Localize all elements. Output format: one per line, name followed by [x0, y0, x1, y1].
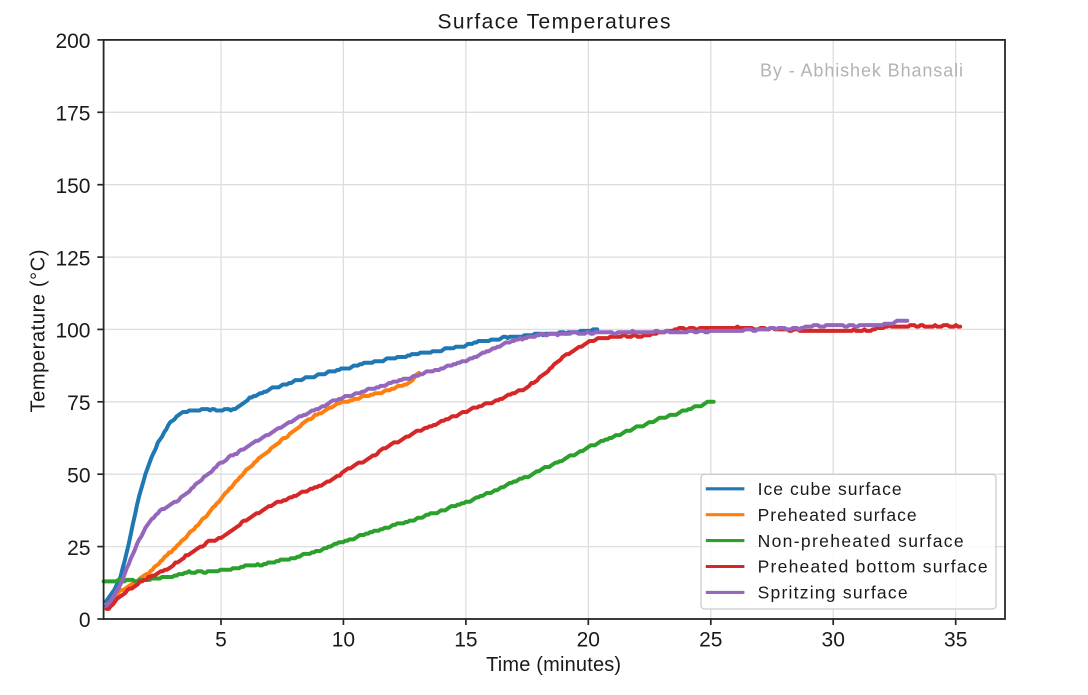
svg-text:30: 30: [822, 629, 845, 652]
svg-text:10: 10: [332, 629, 355, 652]
svg-text:Surface Temperatures: Surface Temperatures: [438, 11, 671, 34]
svg-text:25: 25: [699, 629, 722, 652]
svg-text:125: 125: [55, 247, 90, 270]
svg-text:0: 0: [79, 609, 91, 632]
svg-text:25: 25: [67, 537, 90, 560]
svg-text:100: 100: [55, 320, 90, 343]
svg-text:20: 20: [577, 629, 600, 652]
svg-text:By - Abhishek Bhansali: By - Abhishek Bhansali: [760, 61, 963, 81]
svg-text:Preheated surface: Preheated surface: [758, 505, 917, 525]
svg-text:175: 175: [55, 103, 90, 126]
svg-text:75: 75: [67, 392, 90, 415]
svg-text:15: 15: [454, 629, 477, 652]
svg-text:Spritzing surface: Spritzing surface: [758, 583, 908, 603]
svg-text:35: 35: [944, 629, 967, 652]
svg-text:Time (minutes): Time (minutes): [486, 654, 621, 676]
svg-text:Preheated bottom surface: Preheated bottom surface: [758, 557, 988, 577]
svg-text:Ice cube surface: Ice cube surface: [758, 479, 902, 499]
svg-text:Temperature (°C): Temperature (°C): [28, 250, 50, 413]
svg-text:200: 200: [55, 30, 90, 53]
svg-text:150: 150: [55, 175, 90, 198]
svg-text:50: 50: [67, 464, 90, 487]
svg-text:5: 5: [215, 629, 227, 652]
svg-text:Non-preheated surface: Non-preheated surface: [758, 531, 964, 551]
